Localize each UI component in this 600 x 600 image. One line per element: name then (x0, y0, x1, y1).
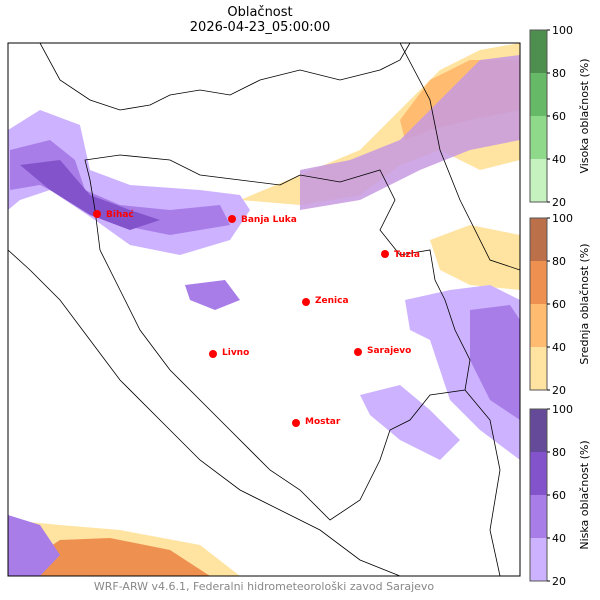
colorbar-segment (530, 159, 547, 202)
city-label: Livno (222, 348, 249, 358)
city-banja-luka: Banja Luka (228, 215, 297, 225)
colorbar-label: Niska oblačnost (%) (578, 440, 591, 549)
colorbar-segment (530, 218, 547, 261)
city-sarajevo: Sarajevo (354, 346, 411, 356)
city-markers: Bihać Banja Luka Tuzla Zenica Livno Sara… (93, 209, 420, 427)
colorbar-tick-label: 20 (552, 196, 566, 209)
colorbar-segment (530, 409, 547, 452)
colorbar-segment (530, 495, 547, 538)
colorbar-tick-label: 60 (552, 489, 566, 502)
colorbar-tick-label: 100 (552, 403, 573, 416)
colorbar-tick-label: 100 (552, 24, 573, 37)
city-zenica: Zenica (302, 296, 349, 306)
colorbar-tick-label: 40 (552, 532, 566, 545)
city-livno: Livno (209, 348, 249, 358)
colorbar-segment (530, 261, 547, 304)
colorbars: 100 80 60 40 20 Visoka oblačnost (%) 100 80 60 40… (529, 24, 591, 588)
colorbar-tick-label: 40 (552, 153, 566, 166)
low-cloud-area-se (360, 385, 460, 460)
colorbar-tick-label: 80 (552, 67, 566, 80)
low-cloud-area-nw-dense (20, 160, 160, 230)
colorbar-tick-label: 100 (552, 212, 573, 225)
coastline (8, 249, 401, 576)
city-label: Banja Luka (241, 215, 297, 225)
city-label: Tuzla (394, 250, 420, 260)
low-cloud-area-east-core (470, 305, 520, 420)
colorbar-segment (530, 30, 547, 73)
map-title: Oblačnost (227, 5, 293, 20)
colorbar-segment (530, 73, 547, 116)
city-label: Zenica (315, 296, 349, 306)
colorbar-tick-label: 40 (552, 341, 566, 354)
low-cloud-area-sw (8, 515, 60, 576)
city-label: Sarajevo (367, 346, 411, 356)
low-cloud-area-ne (300, 55, 520, 210)
colorbar-tick-label: 20 (552, 384, 566, 397)
city-label: Bihać (106, 209, 134, 220)
city-label: Mostar (305, 417, 341, 427)
colorbar-segment (530, 116, 547, 159)
medium-cloud-area-sw-core (30, 538, 210, 576)
colorbar-tick-label: 20 (552, 575, 566, 588)
colorbar-tick-label: 80 (552, 446, 566, 459)
colorbar-segment (530, 347, 547, 390)
colorbar-tick-label: 80 (552, 255, 566, 268)
colorbar-label: Visoka oblačnost (%) (578, 58, 591, 173)
colorbar-tick-label: 60 (552, 298, 566, 311)
city-tuzla: Tuzla (381, 250, 420, 260)
colorbar-segment (530, 304, 547, 347)
city-mostar: Mostar (292, 417, 341, 427)
medium-cloud-area-east (430, 225, 520, 290)
colorbar-label: Srednja oblačnost (%) (578, 243, 591, 364)
model-credit: WRF-ARW v4.6.1, Federalni hidrometeorolo… (93, 580, 435, 593)
colorbar-tick-label: 60 (552, 110, 566, 123)
colorbar-segment (530, 452, 547, 495)
map-frame (7, 42, 521, 577)
low-cloud-area-nw-core (10, 140, 230, 235)
colorbar-segment (530, 538, 547, 581)
country-border-north (39, 43, 411, 111)
low-cloud-area-central (185, 280, 240, 310)
city-bihac: Bihać (93, 209, 134, 220)
country-border-east (399, 43, 520, 271)
map-timestamp: 2026-04-23_05:00:00 (189, 20, 331, 35)
country-border-se (464, 389, 501, 576)
